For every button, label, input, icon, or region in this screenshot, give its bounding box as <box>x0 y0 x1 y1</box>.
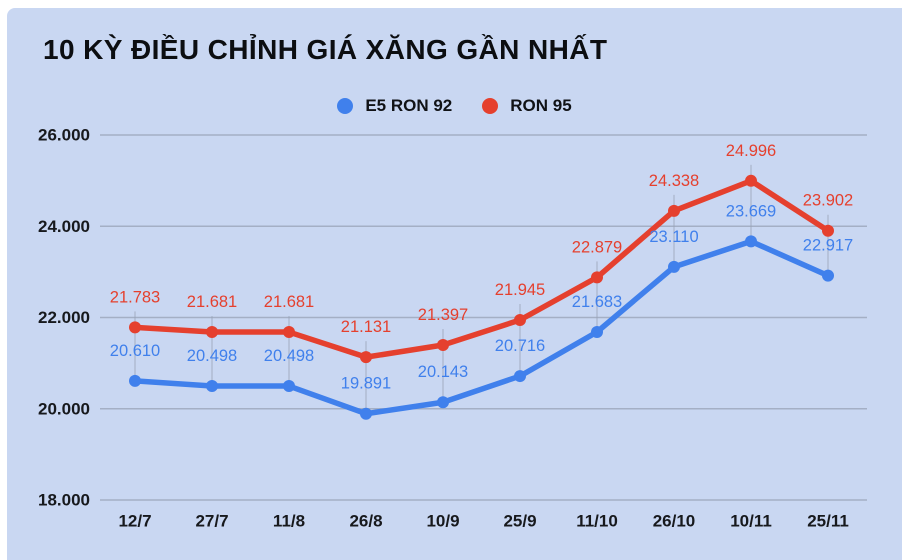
x-axis-tick-label: 26/10 <box>653 512 696 531</box>
data-point-e5-ron-92 <box>129 374 141 387</box>
x-axis-tick-label: 25/11 <box>807 512 849 531</box>
chart-title: 10 KỲ ĐIỀU CHỈNH GIÁ XĂNG GẦN NHẤT <box>43 34 608 65</box>
data-point-ron-95 <box>591 271 603 284</box>
data-point-e5-ron-92 <box>591 325 603 338</box>
chart-legend: E5 RON 92 RON 95 <box>7 94 902 118</box>
data-point-ron-95 <box>822 224 834 237</box>
data-point-ron-95 <box>668 204 680 217</box>
data-point-ron-95 <box>129 321 141 334</box>
data-label-e5-ron-92: 20.716 <box>495 337 545 355</box>
data-label-e5-ron-92: 21.683 <box>572 293 622 311</box>
data-point-e5-ron-92 <box>514 370 526 383</box>
data-label-e5-ron-92: 20.143 <box>418 363 468 381</box>
data-point-ron-95 <box>745 174 757 187</box>
data-point-e5-ron-92 <box>822 269 834 282</box>
data-label-ron-95: 21.397 <box>418 306 468 324</box>
data-label-ron-95: 23.902 <box>803 192 853 210</box>
x-axis-tick-label: 25/9 <box>503 512 536 531</box>
data-label-e5-ron-92: 23.669 <box>726 202 776 220</box>
data-label-ron-95: 21.681 <box>264 293 314 311</box>
data-label-e5-ron-92: 23.110 <box>649 228 698 246</box>
y-axis-tick-label: 18.000 <box>38 491 90 510</box>
legend-item-ron-95: RON 95 <box>482 96 572 116</box>
legend-item-e5-ron-92: E5 RON 92 <box>337 96 452 116</box>
data-point-e5-ron-92 <box>745 235 757 248</box>
x-axis-tick-label: 10/11 <box>730 512 772 531</box>
data-label-e5-ron-92: 20.498 <box>264 347 314 365</box>
data-label-ron-95: 21.131 <box>341 318 391 336</box>
legend-label: RON 95 <box>510 96 572 115</box>
chart-card: 10 KỲ ĐIỀU CHỈNH GIÁ XĂNG GẦN NHẤT E5 RO… <box>7 8 902 560</box>
data-point-e5-ron-92 <box>206 380 218 393</box>
data-point-ron-95 <box>206 326 218 339</box>
data-point-e5-ron-92 <box>283 380 295 393</box>
data-point-ron-95 <box>283 326 295 339</box>
data-point-ron-95 <box>514 314 526 327</box>
legend-swatch-icon <box>482 98 499 114</box>
data-point-e5-ron-92 <box>437 396 449 409</box>
x-axis-tick-label: 10/9 <box>426 512 459 531</box>
data-label-ron-95: 24.338 <box>649 172 699 190</box>
series-line-ron-95 <box>132 178 831 360</box>
x-axis-tick-label: 27/7 <box>195 512 228 531</box>
data-label-ron-95: 21.945 <box>495 281 545 299</box>
data-point-e5-ron-92 <box>668 260 680 273</box>
data-point-ron-95 <box>360 351 372 364</box>
series-line-e5-ron-92 <box>132 238 831 417</box>
y-axis-tick-label: 20.000 <box>38 399 90 418</box>
y-axis-tick-label: 22.000 <box>38 308 90 327</box>
data-label-ron-95: 24.996 <box>726 142 776 160</box>
data-label-ron-95: 21.783 <box>110 288 160 306</box>
y-axis-tick-label: 24.000 <box>38 217 90 236</box>
data-label-ron-95: 21.681 <box>187 293 237 311</box>
data-label-ron-95: 22.879 <box>572 238 622 256</box>
legend-swatch-icon <box>337 98 354 114</box>
x-axis-tick-label: 26/8 <box>349 512 382 531</box>
x-axis-tick-label: 11/10 <box>576 512 618 531</box>
data-label-e5-ron-92: 22.917 <box>803 237 853 255</box>
data-label-e5-ron-92: 20.610 <box>110 342 160 360</box>
x-axis-tick-label: 12/7 <box>118 512 151 531</box>
legend-label: E5 RON 92 <box>365 96 453 115</box>
data-label-e5-ron-92: 20.498 <box>187 347 237 365</box>
data-label-e5-ron-92: 19.891 <box>341 375 391 393</box>
x-axis-tick-label: 11/8 <box>273 512 305 531</box>
data-point-e5-ron-92 <box>360 407 372 420</box>
y-axis-tick-label: 26.000 <box>38 126 90 145</box>
data-point-ron-95 <box>437 339 449 352</box>
